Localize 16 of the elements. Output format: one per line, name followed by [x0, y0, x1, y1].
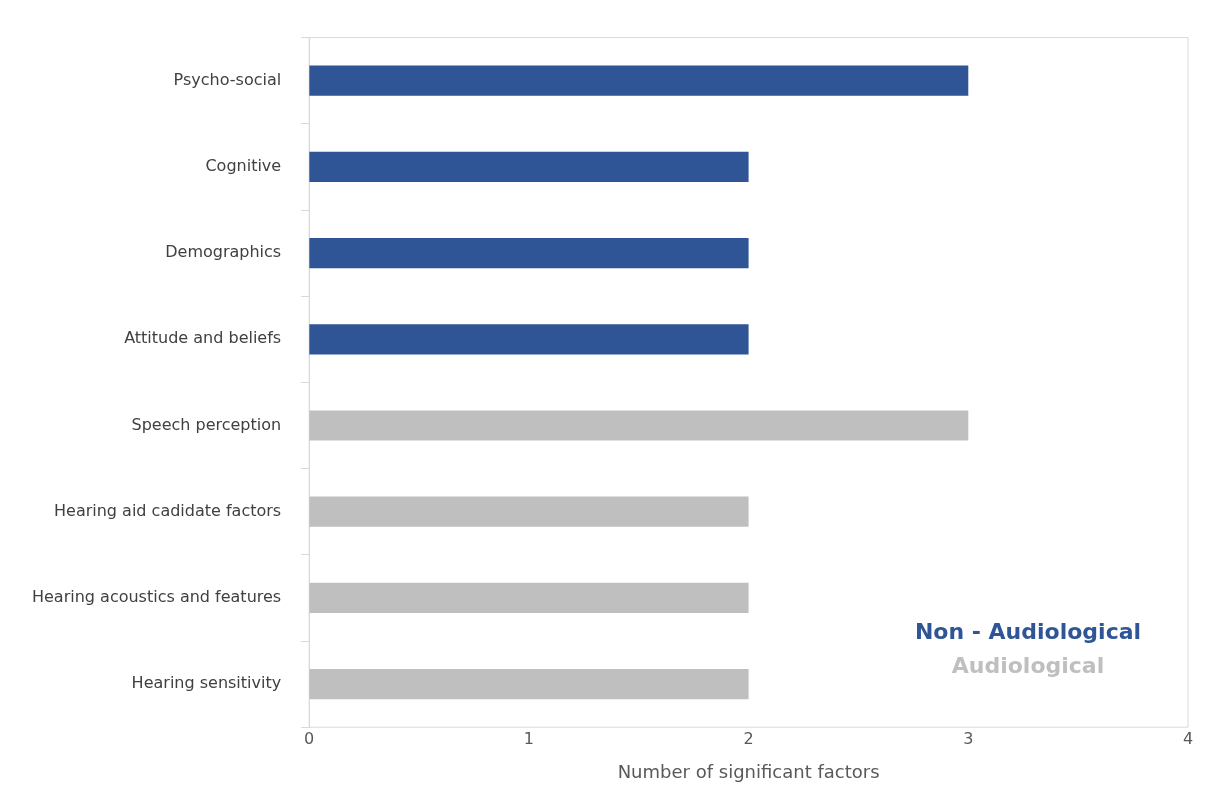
y-tick-label: Hearing acoustics and features — [31, 587, 282, 607]
x-tick-label: 2 — [743, 728, 754, 748]
y-tick-label: Attitude and beliefs — [124, 328, 282, 348]
x-tick-label: 4 — [1182, 728, 1194, 748]
y-tick-label: Hearing aid cadidate factors — [54, 500, 282, 520]
text: Non - Audiological — [914, 618, 1142, 644]
y-tick-label: Cognitive — [205, 156, 282, 176]
text: Audiological — [951, 652, 1105, 678]
y-tick-label: Hearing sensitivity — [131, 673, 282, 693]
x-axis-title: Number of significant factors — [617, 760, 880, 782]
y-tick-label: Demographics — [165, 242, 282, 262]
y-tick-label: Speech perception — [131, 414, 282, 434]
x-tick-label: 0 — [304, 728, 315, 748]
x-tick-label: 3 — [963, 728, 974, 748]
x-tick-label: 1 — [523, 728, 534, 748]
y-tick-label: Psycho-social — [173, 69, 282, 89]
